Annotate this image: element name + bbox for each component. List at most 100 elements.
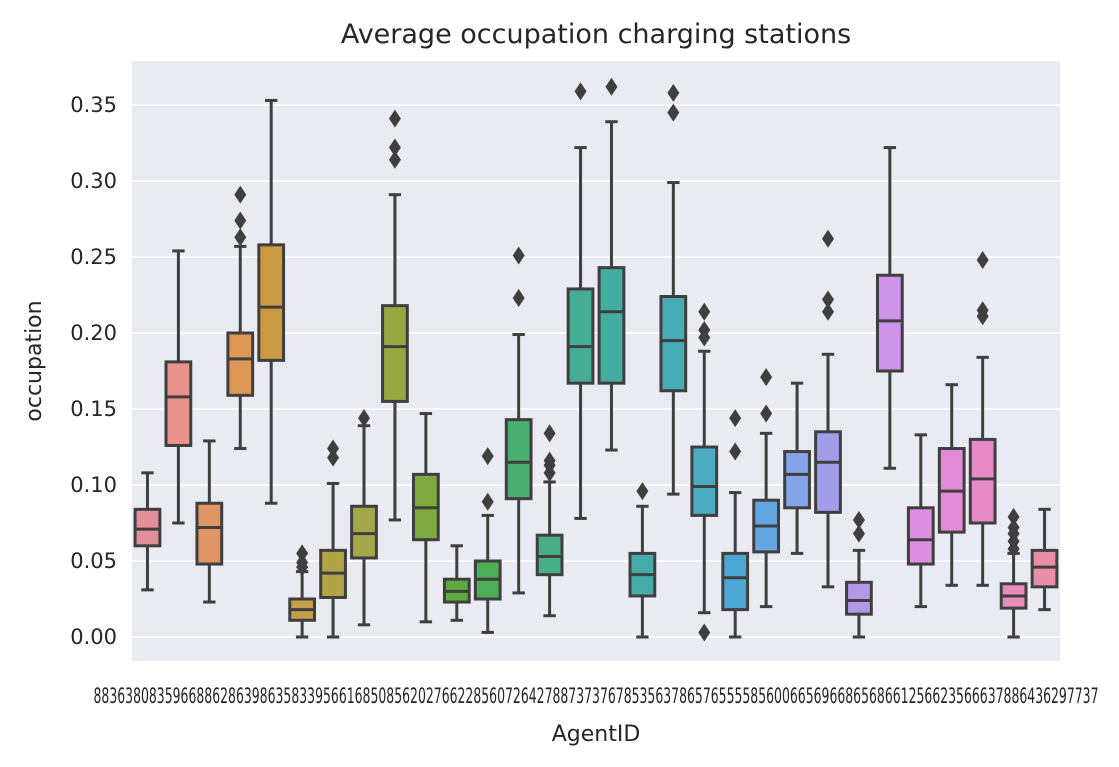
box-item — [226, 185, 255, 451]
outlier-marker — [729, 442, 742, 461]
outlier-marker — [543, 451, 556, 470]
outlier-marker — [852, 524, 865, 543]
boxes-group — [133, 77, 1059, 642]
x-tick-labels: 8836380835966886286398635833956616850856… — [94, 684, 1099, 708]
box-item — [906, 433, 935, 609]
box-body — [195, 501, 224, 566]
box-body — [906, 506, 935, 566]
outlier-marker — [760, 404, 773, 423]
grid-lines — [132, 104, 1060, 638]
outlier-marker — [512, 289, 525, 308]
outlier-marker — [388, 138, 401, 157]
y-tick-label: 0.30 — [70, 169, 117, 193]
box-item — [535, 424, 564, 618]
box-item — [875, 146, 904, 470]
box-item — [411, 412, 440, 624]
outlier-marker — [976, 301, 989, 320]
box-item — [350, 409, 378, 627]
box-item — [937, 383, 966, 587]
outlier-marker — [976, 251, 989, 270]
x-axis-label: AgentID — [552, 722, 641, 747]
outlier-marker — [327, 439, 340, 458]
outlier-marker — [388, 150, 401, 169]
outlier-marker — [760, 368, 773, 387]
outlier-marker — [296, 553, 309, 572]
outlier-marker — [698, 623, 711, 642]
box-item — [690, 302, 719, 642]
outlier-marker — [822, 302, 834, 321]
box-body — [257, 243, 286, 362]
outlier-marker — [296, 544, 309, 563]
outlier-marker — [481, 492, 494, 511]
box-body — [1030, 548, 1059, 589]
box-body — [226, 331, 255, 397]
outlier-marker — [388, 109, 401, 128]
y-tick-label: 0.20 — [70, 321, 117, 345]
box-item — [133, 471, 162, 592]
box-body — [133, 507, 162, 548]
outlier-marker — [512, 246, 525, 265]
outlier-marker — [543, 424, 556, 443]
box-body — [721, 551, 750, 612]
outlier-marker — [636, 482, 649, 501]
box-item — [999, 507, 1028, 639]
outlier-marker — [234, 185, 247, 204]
box-body — [659, 295, 688, 393]
box-item — [721, 409, 750, 639]
box-item — [504, 246, 533, 595]
y-tick-label: 0.10 — [70, 473, 117, 497]
box-body — [968, 437, 997, 525]
box-item — [442, 544, 471, 622]
box-body — [164, 360, 193, 447]
box-item — [1030, 507, 1059, 612]
box-item — [381, 109, 409, 522]
y-tick-label: 0.35 — [70, 93, 117, 117]
box-item — [814, 229, 842, 589]
box-body — [690, 445, 719, 517]
box-body — [845, 580, 873, 616]
y-tick-label: 0.00 — [70, 625, 117, 649]
box-item — [288, 544, 317, 639]
outlier-marker — [852, 510, 865, 529]
box-body — [504, 418, 533, 501]
box-body — [814, 430, 842, 514]
box-body — [350, 504, 378, 560]
box-item — [257, 98, 286, 505]
outlier-marker — [327, 448, 340, 467]
y-tick-labels: 0.00 0.05 0.10 0.15 0.20 0.25 0.30 0.35 — [70, 93, 117, 649]
box-item — [319, 439, 347, 639]
box-item — [164, 249, 193, 525]
y-tick-label: 0.05 — [70, 549, 117, 573]
box-item — [659, 83, 688, 496]
box-body — [566, 287, 595, 385]
outlier-marker — [729, 409, 742, 428]
outlier-marker — [822, 229, 834, 248]
box-body — [381, 304, 409, 403]
box-body — [783, 450, 811, 510]
box-body — [597, 266, 626, 385]
outlier-marker — [574, 82, 587, 101]
outlier-marker — [358, 409, 370, 428]
box-item — [628, 482, 657, 639]
box-item — [783, 381, 811, 555]
outlier-marker — [481, 447, 494, 466]
chart-title: Average occupation charging stations — [341, 19, 851, 50]
outlier-marker — [667, 103, 680, 122]
outlier-marker — [667, 83, 680, 102]
box-item — [752, 368, 781, 609]
y-axis-label: occupation — [22, 300, 47, 421]
y-tick-label: 0.25 — [70, 245, 117, 269]
outlier-marker — [822, 290, 834, 309]
outlier-marker — [234, 211, 247, 230]
box-item — [597, 77, 626, 452]
outlier-marker — [698, 302, 711, 321]
box-item — [845, 510, 873, 639]
outlier-marker — [234, 228, 247, 247]
outlier-marker — [1007, 518, 1020, 537]
box-item — [473, 447, 502, 634]
box-body — [535, 533, 564, 577]
box-item — [566, 82, 595, 520]
box-body — [875, 273, 904, 373]
y-tick-label: 0.15 — [70, 397, 117, 421]
